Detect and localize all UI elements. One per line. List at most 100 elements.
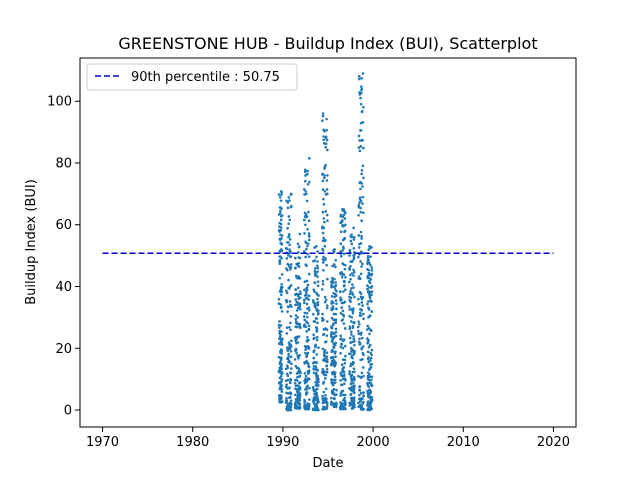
data-point	[308, 308, 311, 312]
data-point	[293, 402, 297, 406]
data-point	[315, 338, 319, 342]
data-point	[312, 288, 316, 291]
data-point	[280, 283, 283, 286]
data-point	[362, 176, 365, 180]
data-point	[304, 377, 307, 381]
data-point	[285, 267, 288, 270]
data-point	[367, 271, 371, 275]
data-point	[357, 214, 360, 217]
data-point	[333, 352, 337, 355]
data-point	[313, 267, 317, 270]
data-point	[332, 345, 335, 349]
data-point	[315, 375, 318, 379]
data-point	[306, 242, 310, 246]
data-point	[322, 390, 326, 394]
data-point	[325, 188, 329, 191]
data-point	[366, 324, 370, 328]
data-point	[349, 362, 353, 366]
data-point	[333, 397, 336, 400]
data-point	[358, 388, 361, 392]
data-point	[326, 401, 329, 405]
data-point	[298, 277, 302, 280]
data-point	[332, 378, 336, 382]
data-point	[323, 244, 327, 248]
data-point	[369, 286, 373, 289]
data-point	[369, 395, 373, 399]
data-point	[312, 389, 316, 393]
data-point	[352, 247, 356, 250]
data-point	[325, 213, 329, 217]
data-point	[313, 272, 317, 275]
data-point	[307, 398, 311, 401]
data-point	[342, 273, 346, 276]
data-point	[342, 301, 345, 305]
data-point	[366, 260, 370, 264]
data-point	[334, 362, 337, 366]
data-point	[303, 168, 307, 172]
data-point	[288, 218, 292, 222]
data-point	[367, 392, 371, 396]
data-point	[304, 290, 308, 294]
data-point	[344, 327, 347, 330]
data-point	[331, 264, 334, 268]
data-point	[348, 292, 352, 296]
data-point	[303, 318, 307, 322]
data-point	[341, 249, 344, 252]
data-point	[304, 297, 308, 300]
data-point	[306, 315, 309, 319]
data-point	[295, 351, 298, 355]
data-point	[325, 128, 328, 132]
data-point	[357, 374, 360, 378]
data-point	[369, 299, 372, 302]
data-point	[369, 263, 372, 267]
data-point	[359, 333, 363, 336]
data-point	[360, 405, 364, 409]
data-point	[287, 360, 290, 364]
data-point	[315, 255, 318, 259]
data-point	[362, 391, 365, 394]
data-point	[339, 213, 343, 217]
data-point	[330, 356, 333, 359]
plot-area-frame	[79, 57, 577, 428]
data-point	[343, 284, 346, 287]
data-point	[305, 293, 308, 297]
data-point	[286, 262, 290, 266]
data-point	[339, 394, 342, 397]
data-point	[360, 91, 363, 95]
data-point	[321, 210, 325, 214]
data-point	[315, 353, 319, 356]
data-point	[307, 234, 311, 238]
data-point	[302, 298, 306, 302]
data-point	[367, 286, 371, 289]
data-point	[339, 407, 342, 411]
data-point	[352, 238, 356, 241]
data-point	[313, 336, 316, 340]
data-point	[287, 196, 291, 199]
data-point	[358, 149, 362, 153]
data-point	[288, 265, 291, 269]
data-point	[351, 311, 355, 315]
data-point	[339, 334, 342, 338]
data-point	[306, 402, 310, 405]
data-point	[316, 387, 319, 391]
data-point	[339, 242, 343, 246]
data-point	[361, 397, 364, 401]
data-point	[286, 349, 290, 352]
data-point	[358, 393, 361, 397]
data-point	[325, 179, 329, 182]
data-point	[330, 326, 334, 330]
data-point	[331, 372, 334, 376]
data-point	[341, 215, 345, 218]
data-point	[333, 318, 336, 321]
data-point	[280, 349, 284, 352]
data-point	[316, 284, 320, 288]
data-point	[308, 157, 311, 160]
data-point	[304, 263, 307, 266]
data-point	[303, 193, 306, 196]
data-point	[321, 112, 325, 115]
data-point	[314, 367, 318, 370]
data-point	[307, 327, 311, 331]
data-point	[279, 371, 283, 375]
data-point	[316, 250, 319, 253]
data-point	[333, 284, 337, 288]
